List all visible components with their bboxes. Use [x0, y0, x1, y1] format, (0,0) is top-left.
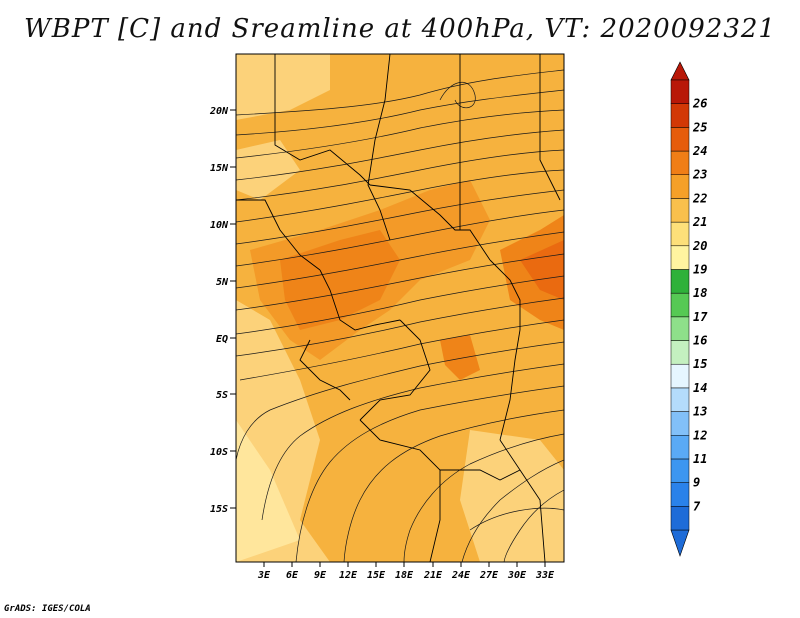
colorbar-label: 23 [692, 168, 707, 182]
colorbar-segment [670, 458, 690, 483]
colorbar-label: 26 [692, 97, 707, 111]
shade-light-se [460, 430, 564, 562]
colorbar-segment [670, 411, 690, 436]
shade-hot-core [280, 230, 400, 330]
lat-tick-label: 10N [210, 220, 229, 231]
colorbar-segment [670, 127, 690, 152]
colorbar-label: 24 [692, 144, 707, 158]
colorbar-label: 17 [693, 310, 708, 324]
colorbar: 7 9 11 12 13 14 15 16 17 18 19 20 21 22 23 24 25 26 [670, 61, 708, 557]
colorbar-segment [670, 198, 690, 223]
colorbar-segment [670, 245, 690, 270]
colorbar-label: 25 [692, 120, 707, 134]
lat-tick-label: 10S [210, 447, 228, 458]
colorbar-label: 21 [692, 215, 707, 229]
lon-tick-label: 18E [395, 570, 414, 581]
lat-tick-label: 5N [216, 277, 229, 288]
colorbar-label: 14 [693, 381, 707, 395]
colorbar-label: 19 [693, 262, 707, 276]
shade-light-w [236, 140, 300, 200]
colorbar-label: 9 [693, 476, 700, 490]
lat-tick-label: 20N [209, 106, 229, 117]
colorbar-segment [670, 387, 690, 412]
lat-tick-label: 5S [216, 390, 228, 401]
colorbar-label: 16 [693, 334, 707, 348]
colorbar-label: 20 [692, 239, 707, 253]
lon-tick-label: 3E [257, 570, 271, 581]
map-panel [236, 54, 564, 562]
lon-tick-label: 9E [314, 570, 327, 581]
colorbar-segment [670, 316, 690, 341]
colorbar-segment [670, 435, 690, 460]
lat-tick-label: 15S [210, 504, 228, 515]
country-borders [236, 54, 561, 562]
colorbar-segment [670, 103, 690, 128]
lon-tick-label: 30E [507, 570, 527, 581]
colorbar-bottom-arrow [670, 529, 690, 557]
lon-tick-label: 33E [535, 570, 555, 581]
colorbar-label: 18 [693, 286, 707, 300]
colorbar-segment [670, 363, 690, 389]
colorbar-segment [670, 506, 690, 531]
shade-light-nw [236, 54, 330, 120]
shade-hottest-east [520, 240, 564, 300]
lon-tick-label: 6E [286, 570, 299, 581]
lon-tick-label: 12E [339, 570, 358, 581]
lat-tick-label: 15N [210, 163, 229, 174]
colorbar-segment [670, 269, 690, 294]
colorbar-label: 11 [693, 452, 707, 466]
map-title: WBPT [C] and Sreamline at 400hPa, VT: 20… [24, 14, 776, 44]
lon-axis: 3E 6E 9E 12E 15E 18E 21E 24E 27E 30E 33E [257, 562, 555, 581]
colorbar-label: 7 [693, 499, 701, 513]
colorbar-label: 22 [692, 191, 707, 205]
lat-tick-label: EQ [216, 334, 228, 345]
colorbar-segment [670, 221, 690, 247]
colorbar-segment [670, 340, 690, 365]
colorbar-segment [670, 482, 690, 507]
lon-tick-label: 15E [367, 570, 386, 581]
credit-label: GrADS: IGES/COLA [4, 604, 91, 614]
colorbar-label: 13 [693, 405, 707, 419]
lon-tick-label: 24E [451, 570, 471, 581]
map-frame [235, 53, 565, 563]
lat-axis: 20N 15N 10N 5N EQ 5S 10S 15S [209, 106, 236, 515]
shade-hot-center [440, 335, 480, 380]
colorbar-segment [670, 292, 690, 318]
colorbar-label: 12 [693, 428, 707, 442]
colorbar-label: 15 [693, 357, 707, 371]
colorbar-top-arrow [670, 61, 690, 81]
streamlines [236, 69, 564, 562]
colorbar-segment [670, 174, 690, 199]
colorbar-segment [670, 79, 690, 104]
colorbar-segment [670, 150, 690, 175]
lon-tick-label: 21E [423, 570, 443, 581]
lon-tick-label: 27E [479, 570, 499, 581]
